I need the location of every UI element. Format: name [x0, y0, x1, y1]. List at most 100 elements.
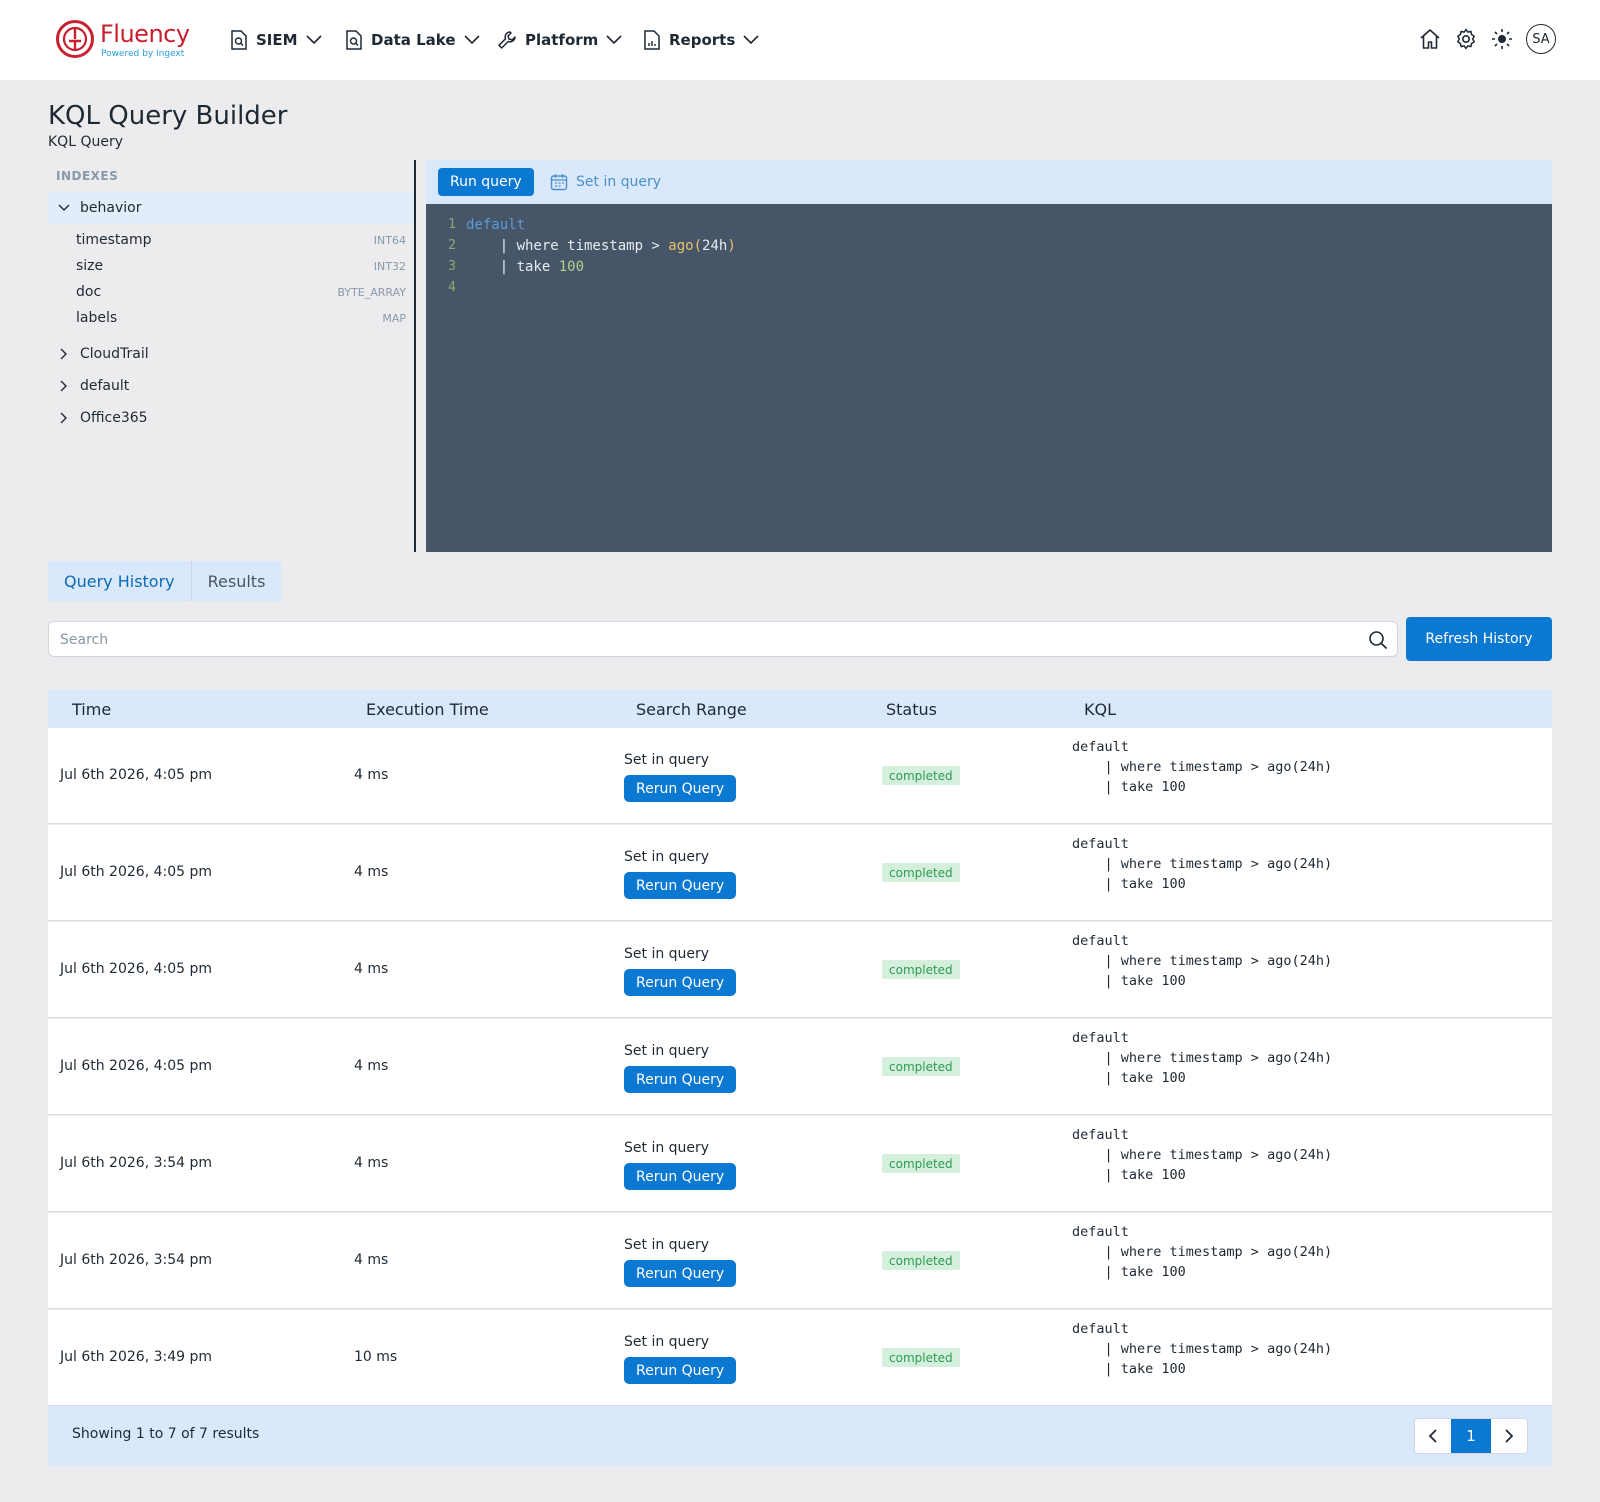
pagination: 1	[1414, 1418, 1528, 1454]
table-row: Jul 6th 2026, 3:54 pm 4 ms Set in query Rer…	[48, 1116, 1552, 1212]
cell-search-range: Set in query	[624, 1043, 710, 1059]
rerun-query-button[interactable]: Rerun Query	[624, 1163, 737, 1190]
gear-icon[interactable]	[1454, 27, 1478, 51]
fluency-logo[interactable]: Fluency Powered by Ingext	[55, 19, 195, 63]
cell-kql: default | where timestamp > ago(24h) | t…	[1072, 1030, 1333, 1086]
table-row: Jul 6th 2026, 3:54 pm 4 ms Set in query Rer…	[48, 1213, 1552, 1309]
kql-editor[interactable]: 1 default 2 | where timestamp > ago(24h) …	[426, 204, 1552, 552]
cell-execution-time: 4 ms	[354, 1058, 389, 1074]
code-line: 1 default	[426, 214, 525, 235]
field-type: MAP	[382, 311, 406, 325]
avatar[interactable]: SA	[1526, 24, 1556, 54]
cell-search-range: Set in query	[624, 1237, 710, 1253]
rerun-query-button[interactable]: Rerun Query	[624, 969, 737, 996]
table-row: Jul 6th 2026, 4:05 pm 4 ms Set in query Rer…	[48, 922, 1552, 1018]
cell-kql: default | where timestamp > ago(24h) | t…	[1072, 739, 1333, 795]
refresh-history-button[interactable]: Refresh History	[1406, 617, 1552, 661]
index-group-behavior[interactable]: behavior	[48, 192, 414, 224]
code-line: 2 | where timestamp > ago(24h)	[426, 235, 736, 256]
prev-page-button[interactable]	[1415, 1419, 1451, 1453]
field-name: size	[76, 258, 104, 274]
code-line: 3 | take 100	[426, 256, 584, 277]
index-group-default[interactable]: default	[48, 370, 414, 402]
column-header-time: Time	[72, 699, 112, 719]
rerun-query-button[interactable]: Rerun Query	[624, 1357, 737, 1384]
index-field-doc[interactable]: doc BYTE_ARRAY	[76, 280, 406, 304]
chevron-right-icon	[60, 412, 67, 424]
search-range-button[interactable]: Set in query	[550, 168, 661, 196]
nav-siem[interactable]: SIEM	[230, 26, 322, 54]
search-document-icon	[231, 30, 247, 50]
line-number: 2	[448, 238, 456, 253]
calendar-icon	[550, 174, 568, 191]
table-header: Time Execution Time Search Range Status …	[48, 690, 1552, 728]
table-row: Jul 6th 2026, 4:05 pm 4 ms Set in query Rer…	[48, 825, 1552, 921]
page-button-current[interactable]: 1	[1451, 1419, 1491, 1453]
run-query-button[interactable]: Run query	[438, 168, 534, 196]
indexes-panel: INDEXES behavior timestamp INT64 size IN…	[48, 160, 416, 552]
sun-icon[interactable]	[1490, 27, 1514, 51]
cell-time: Jul 6th 2026, 3:54 pm	[60, 1155, 213, 1171]
chevron-right-icon	[1505, 1429, 1514, 1443]
report-document-icon	[644, 30, 660, 50]
index-group-label: behavior	[80, 200, 142, 216]
index-group-label: default	[80, 378, 130, 394]
chevron-down-icon	[463, 35, 480, 45]
nav-reports[interactable]: Reports	[643, 26, 759, 54]
chevron-right-icon	[60, 380, 67, 392]
nav-reports-label: Reports	[669, 31, 736, 49]
rerun-query-button[interactable]: Rerun Query	[624, 872, 737, 899]
line-number: 4	[448, 280, 456, 295]
status-badge: completed	[882, 1251, 960, 1270]
chevron-down-icon	[743, 35, 759, 45]
fluency-logo-icon	[56, 20, 94, 58]
index-field-size[interactable]: size INT32	[76, 254, 406, 278]
code-token: default	[466, 216, 526, 233]
index-field-timestamp[interactable]: timestamp INT64	[76, 228, 406, 252]
cell-time: Jul 6th 2026, 3:54 pm	[60, 1252, 213, 1268]
cell-time: Jul 6th 2026, 4:05 pm	[60, 1058, 213, 1074]
index-group-label: CloudTrail	[80, 346, 149, 362]
tab-bar: Query History Results	[48, 561, 282, 601]
cell-execution-time: 4 ms	[354, 1155, 389, 1171]
search-document-icon	[346, 30, 362, 50]
code-token: | take	[466, 258, 559, 275]
field-name: doc	[76, 284, 102, 300]
column-header-status: Status	[886, 699, 937, 719]
home-icon[interactable]	[1418, 27, 1442, 51]
table-row: Jul 6th 2026, 3:49 pm 10 ms Set in query Re…	[48, 1310, 1552, 1406]
page-title: KQL Query Builder	[48, 101, 288, 131]
indexes-heading: INDEXES	[56, 169, 119, 183]
status-badge: completed	[882, 766, 960, 785]
tab-query-history[interactable]: Query History	[48, 561, 191, 601]
search-icon[interactable]	[1368, 630, 1388, 650]
cell-execution-time: 10 ms	[354, 1349, 398, 1365]
status-badge: completed	[882, 1057, 960, 1076]
search-input[interactable]	[60, 630, 1350, 650]
wrench-icon	[498, 31, 516, 49]
top-icons: SA	[1418, 24, 1556, 54]
search-range-label: Set in query	[576, 174, 662, 190]
column-header-search-range: Search Range	[636, 699, 747, 719]
nav-data-lake[interactable]: Data Lake	[345, 26, 480, 54]
tab-results[interactable]: Results	[190, 561, 282, 601]
rerun-query-button[interactable]: Rerun Query	[624, 1066, 737, 1093]
nav-platform[interactable]: Platform	[497, 26, 622, 54]
index-group-office365[interactable]: Office365	[48, 402, 414, 434]
index-field-labels[interactable]: labels MAP	[76, 306, 406, 330]
nav-data-lake-label: Data Lake	[371, 31, 456, 49]
field-name: timestamp	[76, 232, 152, 248]
index-group-cloudtrail[interactable]: CloudTrail	[48, 338, 414, 370]
cell-execution-time: 4 ms	[354, 961, 389, 977]
cell-search-range: Set in query	[624, 752, 710, 768]
table-row: Jul 6th 2026, 4:05 pm 4 ms Set in query Rer…	[48, 728, 1552, 824]
rerun-query-button[interactable]: Rerun Query	[624, 1260, 737, 1287]
line-number: 1	[448, 217, 456, 232]
nav-siem-label: SIEM	[256, 31, 298, 49]
rerun-query-button[interactable]: Rerun Query	[624, 775, 737, 802]
next-page-button[interactable]	[1491, 1419, 1527, 1453]
column-header-kql: KQL	[1084, 699, 1116, 719]
chevron-right-icon	[60, 348, 67, 360]
cell-kql: default | where timestamp > ago(24h) | t…	[1072, 933, 1333, 989]
line-number: 3	[448, 259, 456, 274]
